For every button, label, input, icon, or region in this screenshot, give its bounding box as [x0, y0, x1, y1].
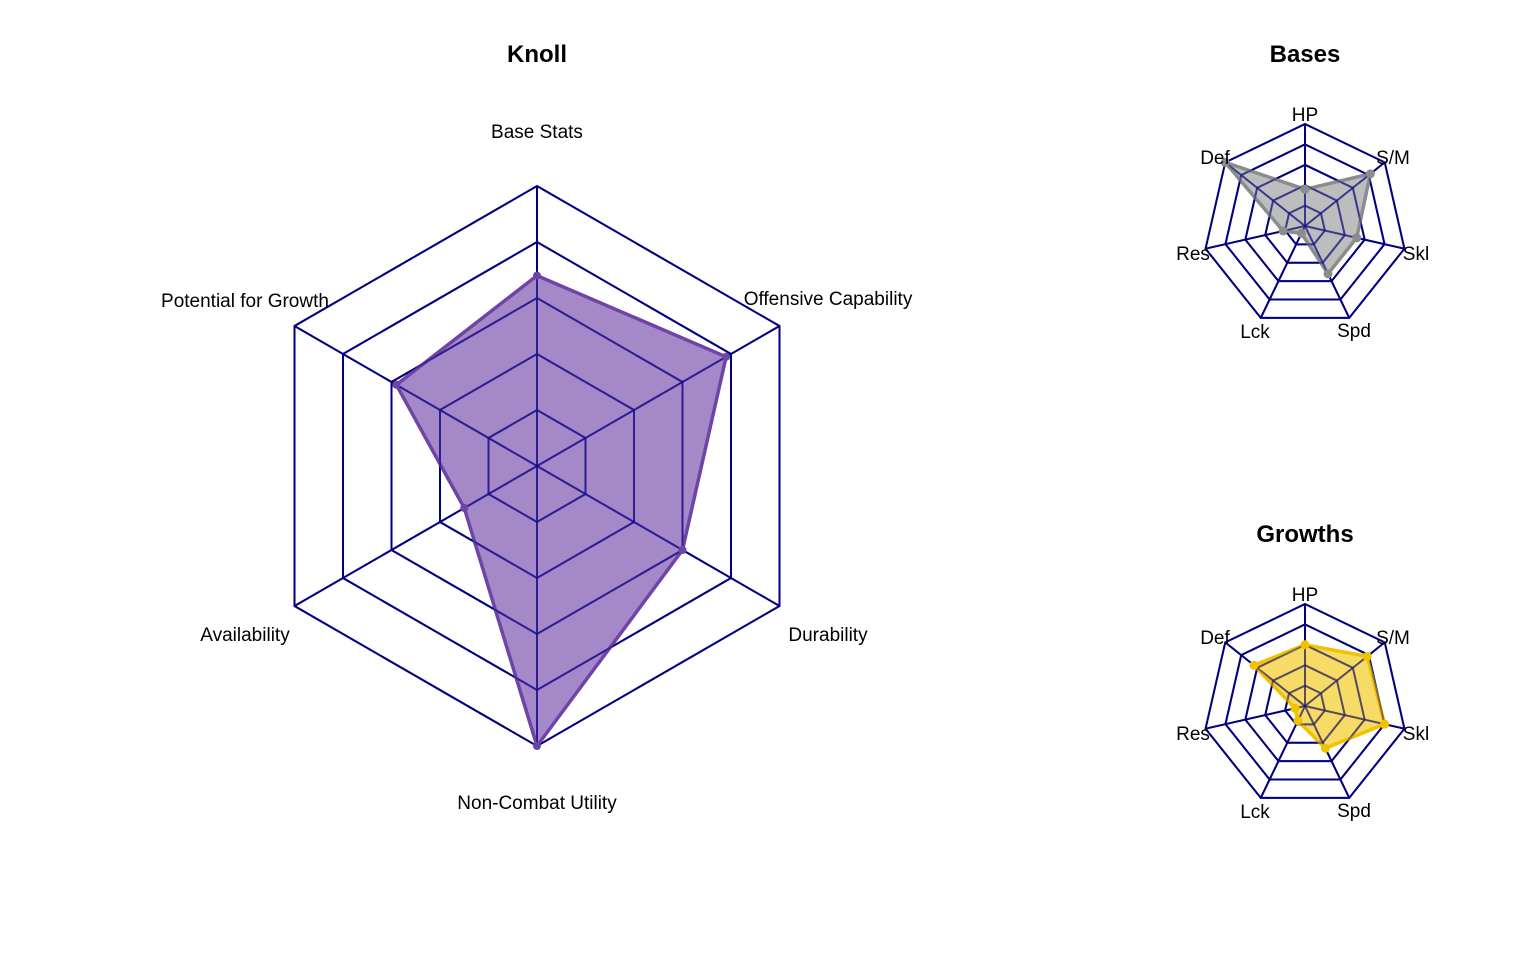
data-point	[460, 504, 469, 512]
data-point	[1220, 157, 1230, 167]
grid-overlay	[1204, 122, 1406, 319]
data-point	[1300, 184, 1310, 194]
grid-spoke	[1205, 705, 1306, 730]
grid-spoke	[1224, 641, 1306, 707]
axis-label-hp: HP	[1292, 105, 1318, 126]
grid-ring	[1204, 122, 1406, 319]
data-point	[1293, 716, 1303, 726]
grid-ring	[1224, 143, 1386, 301]
grid-ring	[390, 296, 684, 636]
axis-label-sm: S/M	[1376, 148, 1410, 169]
axis-label-res: Res	[1176, 244, 1210, 265]
grid-ring	[1224, 623, 1386, 781]
axis-label-durability: Durability	[788, 625, 868, 646]
data-point	[533, 742, 541, 750]
axis-label-offensive-capability: Offensive Capability	[744, 289, 913, 310]
axis-label-lck: Lck	[1240, 322, 1270, 343]
grid-ring	[1244, 643, 1366, 763]
chart-title: Knoll	[507, 41, 567, 68]
axis-label-spd: Spd	[1337, 321, 1371, 342]
axis-label-res: Res	[1176, 724, 1210, 745]
radar-chart-bases: Bases HP S/M Skl Spd Lck Def Res	[1176, 41, 1429, 343]
data-point	[1278, 226, 1288, 236]
grid-spoke	[536, 325, 780, 467]
axis-label-spd: Spd	[1337, 801, 1371, 822]
grid-spoke	[1304, 641, 1386, 707]
axis-label-def: Def	[1200, 148, 1230, 169]
axis-label-non-combat-utility: Non-Combat Utility	[457, 793, 617, 814]
axis-label-skl: Skl	[1403, 724, 1429, 745]
data-point	[1249, 660, 1259, 670]
axis-label-lck: Lck	[1240, 802, 1270, 823]
data-point	[392, 380, 401, 389]
grid-ring	[439, 352, 635, 580]
axis-label-availability: Availability	[200, 625, 290, 646]
data-point	[1362, 651, 1372, 661]
radar-chart-growths: Growths HP S/M Skl Spd Lck Def Res	[1176, 521, 1429, 823]
grid-spoke	[1224, 161, 1306, 227]
grid-ring	[1264, 184, 1346, 264]
grid-spoke	[536, 465, 780, 607]
data-point	[1290, 703, 1300, 713]
grid-ring	[1204, 602, 1406, 799]
grid-spoke	[1205, 705, 1306, 730]
grid-spoke	[294, 465, 538, 607]
radar-series	[293, 184, 781, 750]
grid-ring	[1264, 664, 1346, 744]
data-point	[678, 546, 687, 554]
grid-spoke	[1259, 225, 1306, 319]
grid-spoke	[1259, 225, 1306, 319]
grid-ring	[342, 240, 732, 692]
grid-spoke	[294, 325, 538, 467]
grid-ring	[1284, 204, 1326, 246]
grid-spoke	[1205, 225, 1306, 250]
axis-label-potential-for-growth: Potential for Growth	[161, 291, 329, 312]
radar-series	[1204, 602, 1406, 799]
axis-label-hp: HP	[1292, 585, 1318, 606]
grid-ring	[487, 408, 587, 524]
series-area	[1223, 160, 1373, 276]
series-area	[1252, 643, 1387, 751]
axis-label-def: Def	[1200, 628, 1230, 649]
axis-label-base-stats: Base Stats	[491, 122, 583, 143]
data-point	[1365, 169, 1375, 179]
data-point	[1296, 228, 1306, 238]
radar-chart-knoll: Knoll Base Stats Offensive Capability Du…	[161, 41, 913, 814]
data-point	[1323, 269, 1333, 279]
grid-ring	[1284, 684, 1326, 726]
grid-ring	[1204, 602, 1406, 799]
axis-label-sm: S/M	[1376, 628, 1410, 649]
data-point	[1380, 719, 1390, 729]
chart-title: Bases	[1270, 41, 1341, 68]
radar-series	[1204, 122, 1406, 319]
data-point	[1352, 233, 1362, 243]
data-point	[1300, 640, 1310, 650]
data-point	[1320, 743, 1330, 753]
grid-overlay	[293, 184, 781, 748]
chart-title: Growths	[1256, 521, 1353, 548]
axis-label-skl: Skl	[1403, 244, 1429, 265]
grid-ring	[1224, 143, 1386, 301]
grid-ring	[1204, 122, 1406, 319]
grid-ring	[1244, 163, 1366, 283]
data-point	[722, 352, 731, 361]
data-point	[533, 271, 541, 280]
